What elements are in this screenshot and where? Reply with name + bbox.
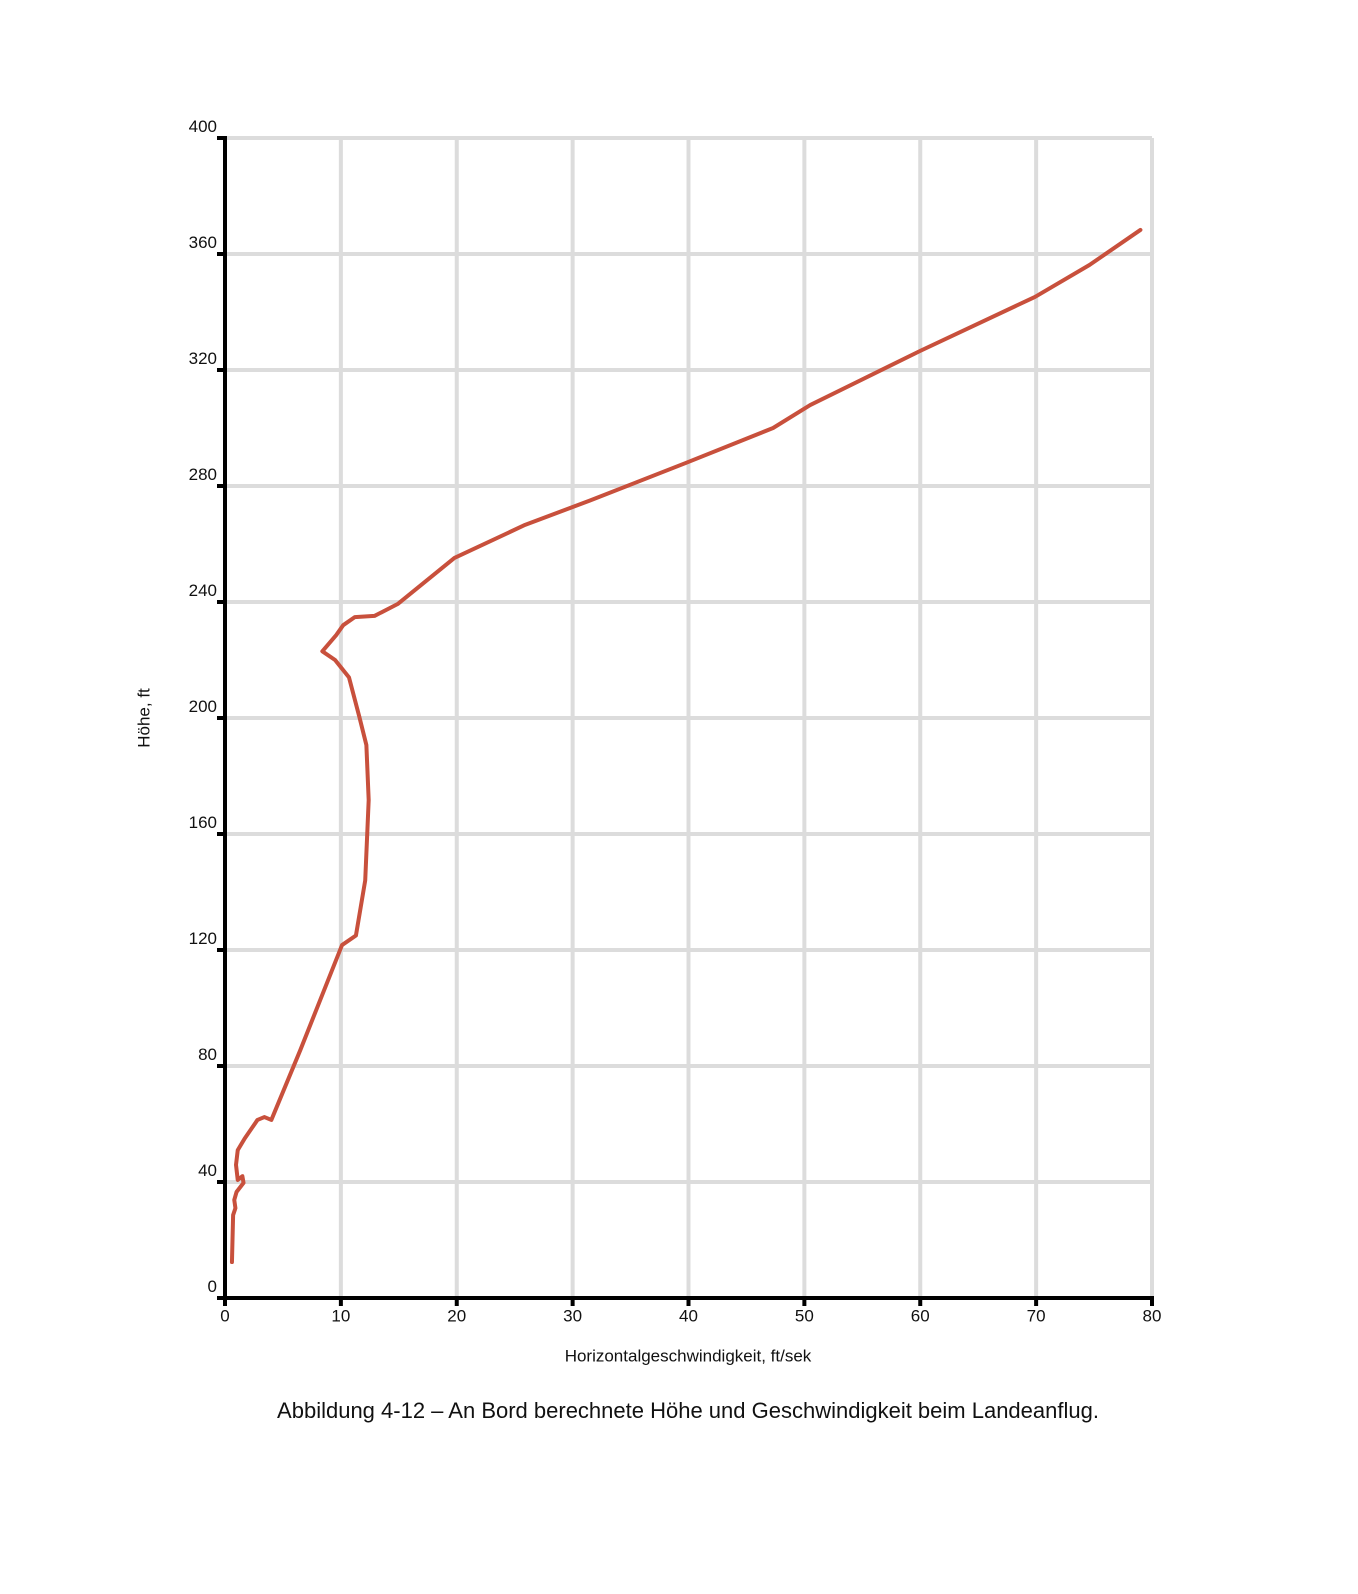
x-tick-label: 20: [447, 1306, 466, 1325]
x-tick-label: 60: [911, 1306, 930, 1325]
data-line: [229, 227, 1143, 1265]
y-tick-label: 0: [208, 1277, 217, 1296]
x-tick-label: 70: [1027, 1306, 1046, 1325]
caption: Abbildung 4-12 – An Bord berechnete Höhe…: [277, 1398, 1099, 1423]
x-tick-label: 30: [563, 1306, 582, 1325]
y-tick-label: 320: [189, 349, 217, 368]
y-tick-label: 120: [189, 929, 217, 948]
y-tick-label: 160: [189, 813, 217, 832]
x-tick-label: 0: [220, 1306, 229, 1325]
y-tick-label: 360: [189, 233, 217, 252]
y-tick-label: 80: [198, 1045, 217, 1064]
x-tick-label: 50: [795, 1306, 814, 1325]
y-tick-label: 40: [198, 1161, 217, 1180]
y-tick-label: 240: [189, 581, 217, 600]
y-axis-label: Höhe, ft: [134, 688, 153, 748]
x-axis-label: Horizontalgeschwindigkeit, ft/sek: [565, 1346, 812, 1365]
y-tick-label: 280: [189, 465, 217, 484]
y-tick-label: 200: [189, 697, 217, 716]
x-tick-label: 10: [331, 1306, 350, 1325]
y-tick-label: 400: [189, 117, 217, 136]
x-tick-label: 80: [1143, 1306, 1162, 1325]
x-tick-label: 40: [679, 1306, 698, 1325]
